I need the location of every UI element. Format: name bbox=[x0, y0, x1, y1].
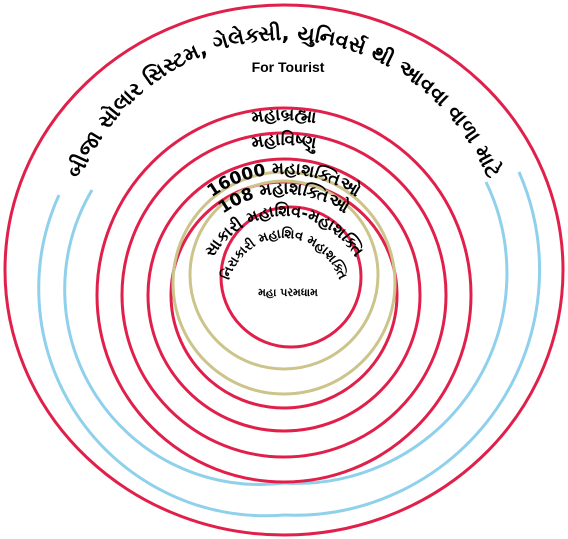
mahabrahma-label: મહાબ્રહ્મા bbox=[250, 105, 318, 128]
blue-arc-right-1 bbox=[283, 171, 542, 517]
svg-text:બીજા સોલાર સિસ્ટમ, ગેલેક્સી, ય: બીજા સોલાર સિસ્ટમ, ગેલેક્સી, યુનિવર્સ થી… bbox=[62, 21, 506, 182]
ring-nirakari bbox=[188, 179, 380, 371]
ring-sakari bbox=[171, 170, 397, 396]
mahavishnu-label: મહાવિષ્ણુ bbox=[250, 129, 319, 155]
blue-arc-left-1 bbox=[37, 194, 285, 518]
outer-title-label: બીજા સોલાર સિસ્ટમ, ગેલેક્સી, યુનિવર્સ થી… bbox=[62, 21, 506, 182]
ring-vishnu bbox=[120, 131, 448, 459]
outer-ring bbox=[3, 3, 565, 537]
svg-text:મહાબ્રહ્મા: મહાબ્રહ્મા bbox=[250, 105, 318, 128]
for-tourist-label: For Tourist bbox=[252, 59, 325, 75]
ring-param-dham bbox=[219, 205, 363, 349]
ring-brahma bbox=[95, 106, 473, 484]
ring-16000 bbox=[146, 157, 422, 433]
blue-arc-left-2 bbox=[63, 189, 285, 487]
param-dham-label: મહા પરમધામ bbox=[258, 286, 318, 299]
svg-text:મહાવિષ્ણુ: મહાવિષ્ણુ bbox=[250, 129, 319, 155]
blue-arc-right-2 bbox=[283, 181, 509, 485]
